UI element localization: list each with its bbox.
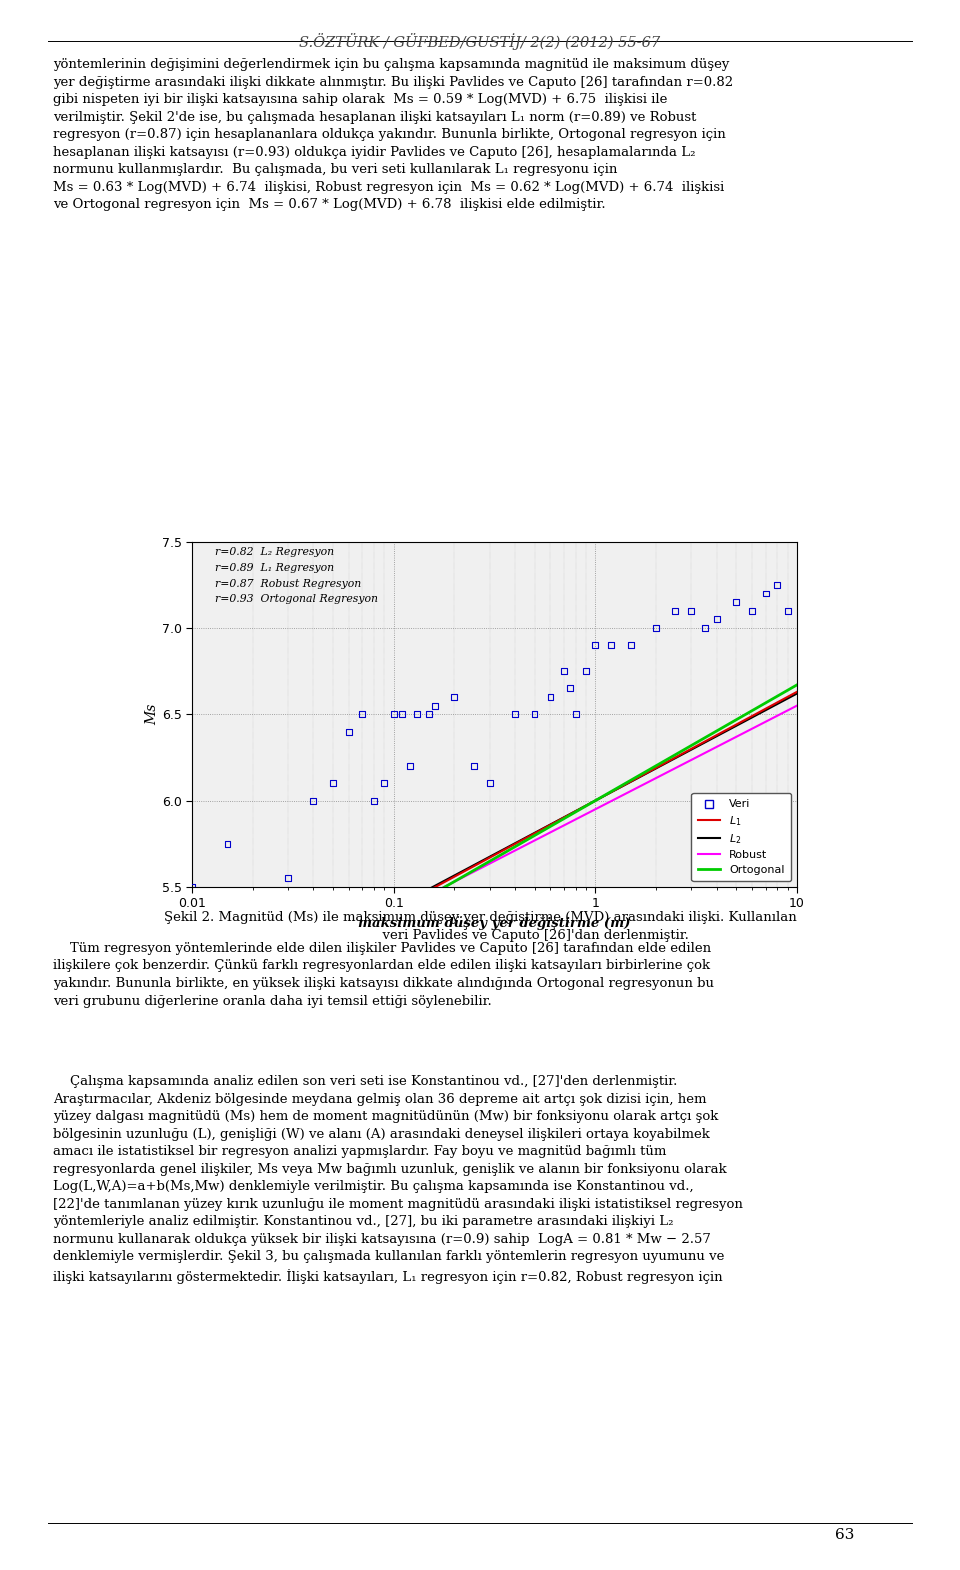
Point bbox=[780, 598, 795, 623]
Point bbox=[427, 694, 443, 719]
Point bbox=[729, 589, 744, 614]
Text: S.ÖZTÜRK / GÜFBED/GUSTİJ/ 2(2) (2012) 55-67: S.ÖZTÜRK / GÜFBED/GUSTİJ/ 2(2) (2012) 55… bbox=[300, 33, 660, 50]
Point bbox=[367, 788, 382, 813]
Text: yöntemlerinin değişimini değerlendirmek için bu çalışma kapsamında magnitüd ile : yöntemlerinin değişimini değerlendirmek … bbox=[53, 58, 732, 210]
Point bbox=[588, 633, 603, 658]
Point bbox=[446, 685, 462, 710]
Point bbox=[341, 719, 356, 744]
Point bbox=[325, 771, 341, 796]
Point bbox=[527, 702, 542, 727]
Point bbox=[386, 702, 401, 727]
Text: 63: 63 bbox=[835, 1528, 854, 1542]
Point bbox=[467, 754, 482, 779]
Point bbox=[220, 832, 235, 857]
Text: r=0.82  L₂ Regresyon: r=0.82 L₂ Regresyon bbox=[215, 548, 334, 557]
Point bbox=[684, 598, 699, 623]
Point bbox=[409, 702, 424, 727]
Point bbox=[245, 909, 260, 934]
Text: r=0.89  L₁ Regresyon: r=0.89 L₁ Regresyon bbox=[215, 564, 334, 573]
Point bbox=[542, 685, 558, 710]
Y-axis label: Ms: Ms bbox=[145, 703, 158, 725]
Text: Tüm regresyon yöntemlerinde elde dilen ilişkiler Pavlides ve Caputo [26] tarafın: Tüm regresyon yöntemlerinde elde dilen i… bbox=[53, 942, 714, 1008]
Text: r=0.87  Robust Regresyon: r=0.87 Robust Regresyon bbox=[215, 579, 361, 589]
Point bbox=[184, 874, 200, 900]
Point bbox=[604, 633, 619, 658]
Point bbox=[568, 702, 584, 727]
Point bbox=[563, 675, 578, 700]
Legend: Veri, $L_1$, $L_2$, Robust, Ortogonal: Veri, $L_1$, $L_2$, Robust, Ortogonal bbox=[691, 793, 791, 881]
X-axis label: maksimum düşey yer değiştirme (m): maksimum düşey yer değiştirme (m) bbox=[358, 915, 631, 929]
Point bbox=[697, 615, 712, 641]
Point bbox=[648, 615, 663, 641]
Text: Çalışma kapsamında analiz edilen son veri seti ise Konstantinou vd., [27]'den de: Çalışma kapsamında analiz edilen son ver… bbox=[53, 1075, 743, 1284]
Point bbox=[395, 702, 410, 727]
Point bbox=[421, 702, 437, 727]
Point bbox=[578, 658, 593, 683]
Text: Şekil 2. Magnitüd (Ms) ile maksimum düşey yer değiştirme (MVD) arasındaki ilişki: Şekil 2. Magnitüd (Ms) ile maksimum düşe… bbox=[163, 911, 797, 942]
Point bbox=[668, 598, 684, 623]
Point bbox=[744, 598, 759, 623]
Point bbox=[280, 867, 296, 892]
Point bbox=[402, 754, 418, 779]
Point bbox=[305, 788, 321, 813]
Point bbox=[770, 571, 785, 597]
Point bbox=[757, 581, 773, 606]
Point bbox=[708, 606, 724, 631]
Point bbox=[507, 702, 522, 727]
Point bbox=[165, 805, 180, 831]
Point bbox=[482, 771, 497, 796]
Point bbox=[354, 702, 370, 727]
Text: r=0.93  Ortogonal Regresyon: r=0.93 Ortogonal Regresyon bbox=[215, 593, 378, 604]
Point bbox=[556, 658, 571, 683]
Point bbox=[623, 633, 638, 658]
Point bbox=[376, 771, 392, 796]
